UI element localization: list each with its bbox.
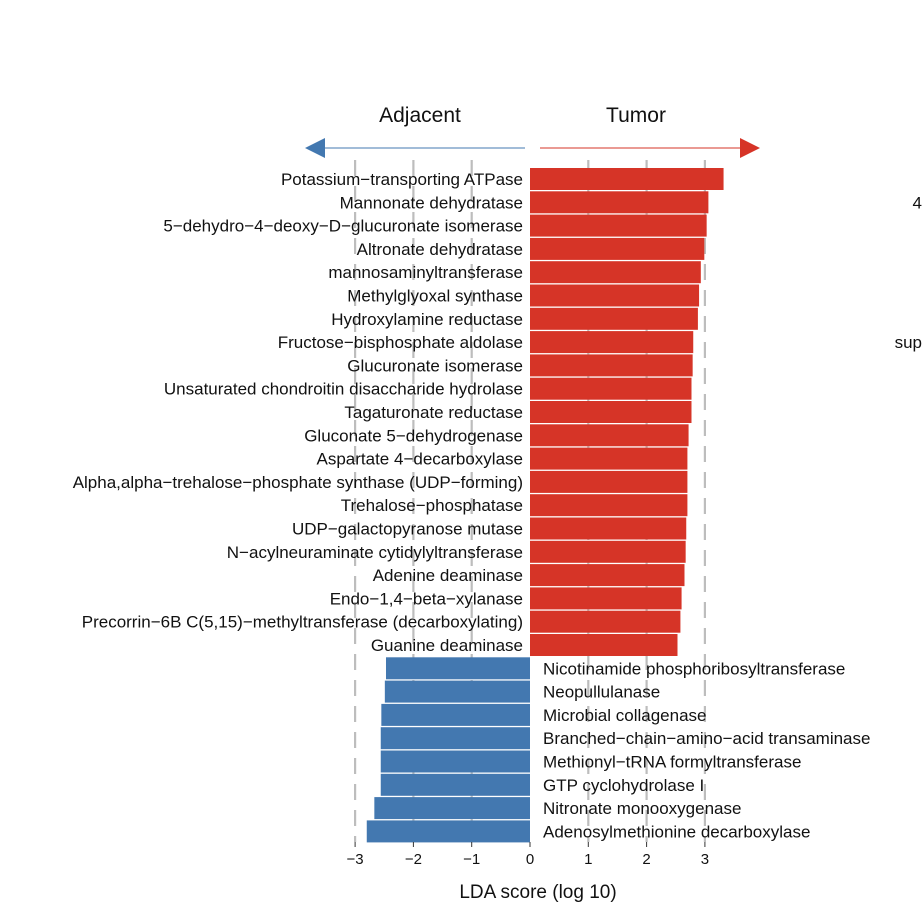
category-label: GTP cyclohydrolase I [543,776,704,795]
group-label-tumor: Tumor [606,104,666,127]
bar [530,634,678,656]
clipped-edge-text: 4 sup [895,193,922,352]
category-label: N−acylneuraminate cytidylyltransferase [227,543,523,562]
bar [530,610,681,633]
bar [530,354,693,377]
category-label: Nitronate monooxygenase [543,799,741,818]
bar [530,191,709,214]
category-label: Aspartate 4−decarboxylase [317,450,524,469]
bar [530,168,724,190]
adjacent-arrow-head [305,138,325,158]
bar [530,214,707,237]
bar [530,377,692,400]
bar [380,727,530,750]
bar [530,517,687,540]
category-label: Adenosylmethionine decarboxylase [543,822,810,841]
x-tick-label: −3 [347,851,364,868]
bar [530,261,701,284]
tumor-arrow-head [740,138,760,158]
bar [385,657,530,680]
category-label: Alpha,alpha−trehalose−phosphate synthase… [73,473,523,492]
bar [530,587,682,610]
category-label: Fructose−bisphosphate aldolase [278,333,523,352]
bar [530,307,698,330]
x-axis-title: LDA score (log 10) [459,882,616,903]
category-label: Methylglyoxal synthase [347,287,523,306]
category-label: Glucuronate isomerase [347,356,523,375]
category-label: Methionyl−tRNA formyltransferase [543,753,801,772]
category-label: Neopullulanase [543,683,660,702]
x-axis: −3 −2 −1 0 1 2 3 [347,842,709,868]
bar [530,540,686,563]
category-label: 5−dehydro−4−deoxy−D−glucuronate isomeras… [163,217,523,236]
bar [384,680,530,703]
x-tick-label: 1 [584,851,592,868]
category-label: Endo−1,4−beta−xylanase [330,589,523,608]
bar [530,564,685,587]
category-label: Gluconate 5−dehydrogenase [304,426,523,445]
category-label: Trehalose−phosphatase [341,496,523,515]
category-label: Tagaturonate reductase [344,403,523,422]
group-label-adjacent: Adjacent [379,104,461,127]
bar [530,401,692,423]
bar [530,237,705,260]
bar [530,424,689,447]
x-tick-label: 3 [701,851,709,868]
category-label: Microbial collagenase [543,706,706,725]
bar [530,470,688,493]
x-tick-label: −1 [463,851,480,868]
bar [380,773,530,796]
x-tick-label: 0 [526,851,534,868]
category-label: mannosaminyltransferase [328,263,523,282]
category-label: Altronate dehydratase [357,240,523,259]
category-label: UDP−galactopyranose mutase [292,520,523,539]
group-header: Adjacent Tumor [305,104,760,158]
bar [374,797,530,820]
category-label: Unsaturated chondroitin disaccharide hyd… [164,380,523,399]
bar [530,331,694,354]
bars-layer [366,168,724,843]
bar [366,820,530,843]
edge-fragment-text: sup [895,333,922,352]
bar [381,703,530,726]
category-label: Nicotinamide phosphoribosyltransferase [543,659,845,678]
bar [530,494,688,517]
category-label: Guanine deaminase [371,636,523,655]
category-labels: Potassium−transporting ATPase Mannonate d… [73,170,871,841]
bar [530,447,688,470]
category-label: Hydroxylamine reductase [331,310,523,329]
category-label: Mannonate dehydratase [340,193,523,212]
category-label: Precorrin−6B C(5,15)−methyltransferase (… [82,613,523,632]
category-label: Adenine deaminase [373,566,523,585]
x-tick-label: 2 [642,851,650,868]
category-label: Potassium−transporting ATPase [281,170,523,189]
bar [530,284,700,307]
bar [380,750,530,773]
edge-fragment-text: 4 [913,193,922,212]
category-label: Branched−chain−amino−acid transaminase [543,729,870,748]
x-tick-label: −2 [405,851,422,868]
